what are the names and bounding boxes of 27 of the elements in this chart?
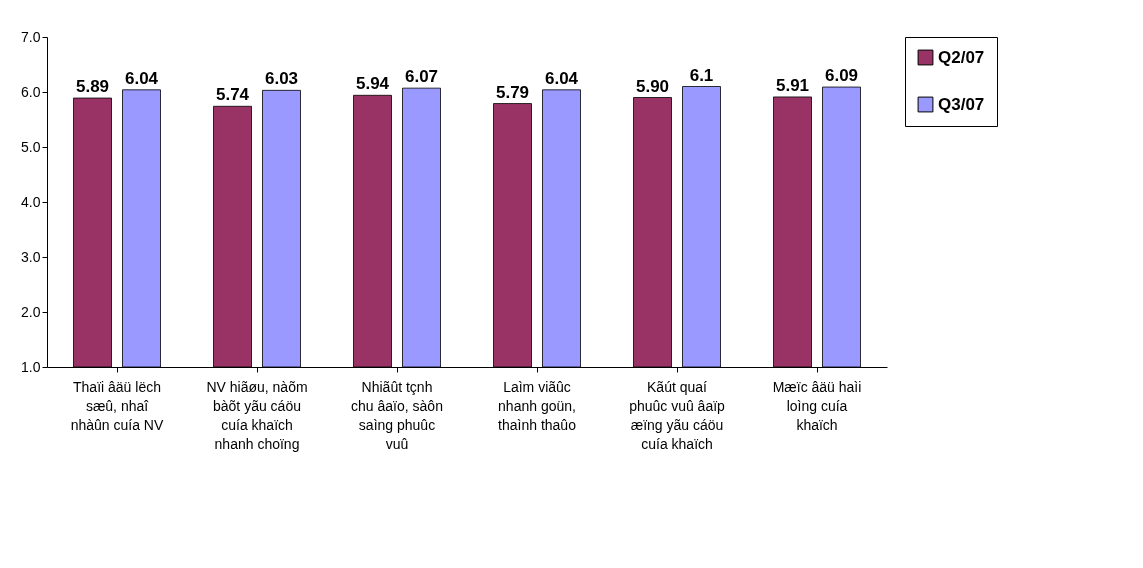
x-tick-label: Laìm viãûc nhanh goün, thaình thaûo [498,378,577,433]
y-tick-label: 3.0 [21,248,41,265]
data-label: 6.04 [124,68,159,88]
data-label: 5.79 [495,82,530,102]
y-tick-label: 4.0 [21,193,41,210]
x-tick-label: Thaïi âäü lëch sæû, nhaî nhàûn cuía NV [70,378,164,433]
data-label: 5.74 [215,85,250,105]
legend-label: Q3/07 [938,94,985,114]
data-label: 5.90 [635,76,670,96]
x-tick-label: Nhiãût tçnh chu âaïo, sàôn saìng phuûc vuû [351,378,443,452]
data-label: 5.89 [75,77,110,97]
x-tick-label: NV hiãøu, nàõm bàõt yãu cáöu cuía khaïch nhanh choïng [206,378,308,452]
data-label: 5.91 [775,75,810,95]
y-tick-label: 2.0 [21,303,41,320]
y-tick-label: 5.0 [21,138,41,155]
data-label: 6.07 [404,67,439,87]
x-tick-label: Kãút quaí phuûc vuû âaïp æïng yãu cáöu cuía khaïch [629,378,726,452]
y-tick-label: 6.0 [21,83,41,100]
legend-label: Q2/07 [938,47,985,67]
data-label: 6.03 [264,69,299,89]
y-tick-label: 7.0 [21,28,41,45]
data-label: 6.09 [824,66,859,86]
x-tick-label: Mæïc âäü haìi loìng cuía khaïch [772,378,862,433]
data-label: 6.1 [689,65,714,85]
data-label: 6.04 [544,68,579,88]
data-label: 5.94 [355,74,390,94]
y-tick-label: 1.0 [21,358,41,375]
